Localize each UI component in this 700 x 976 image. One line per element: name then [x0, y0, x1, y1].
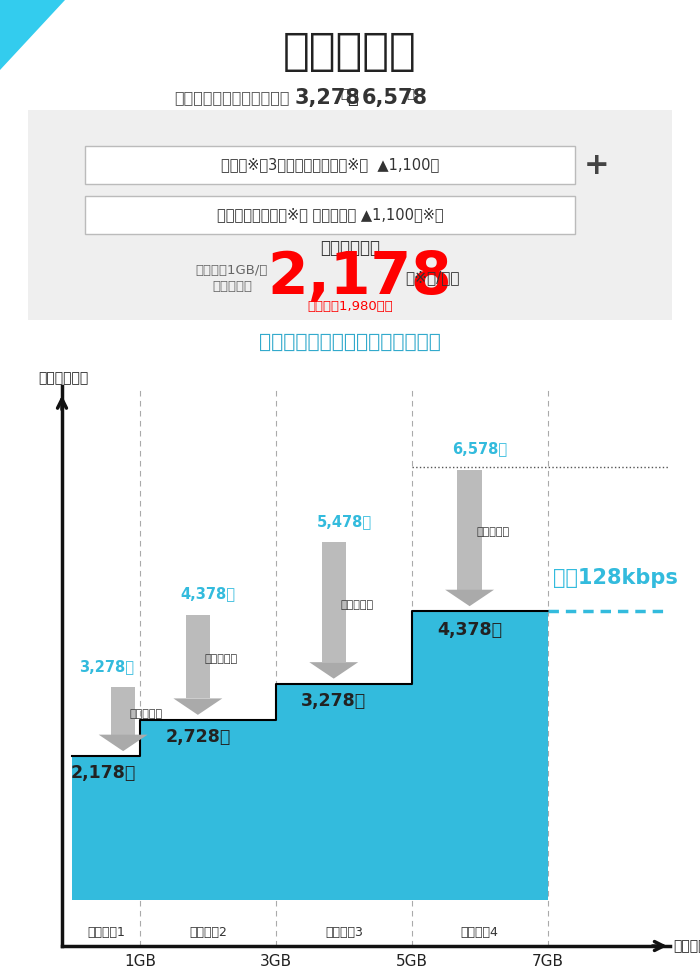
Text: ステップ1: ステップ1	[88, 926, 125, 939]
Text: ドコモ光セット割※４ 割引なし～ ▲1,100円※５: ドコモ光セット割※４ 割引なし～ ▲1,100円※５	[217, 208, 443, 223]
Bar	[186, 615, 210, 699]
Text: 最大128kbps: 最大128kbps	[553, 568, 678, 589]
Text: +: +	[584, 150, 610, 180]
Bar	[111, 687, 135, 735]
Text: ステップ3: ステップ3	[325, 926, 363, 939]
Polygon shape	[445, 590, 494, 606]
Text: 6,578円: 6,578円	[452, 441, 507, 457]
Text: 3,278円: 3,278円	[78, 659, 134, 674]
FancyBboxPatch shape	[85, 196, 575, 234]
Text: 4,378円: 4,378円	[181, 587, 236, 601]
Text: ステップ4: ステップ4	[461, 926, 498, 939]
Text: 円: 円	[340, 88, 348, 101]
Text: 【データ量】: 【データ量】	[673, 939, 700, 953]
Polygon shape	[0, 0, 65, 70]
Text: 3,278円: 3,278円	[301, 692, 366, 710]
Text: 2,178: 2,178	[267, 250, 452, 306]
Text: 4,378円: 4,378円	[437, 622, 502, 639]
Polygon shape	[99, 735, 148, 752]
Text: 3,278: 3,278	[295, 88, 361, 108]
Text: ご家族※２3回線以上がドコモ※３  ▲1,100円: ご家族※２3回線以上がドコモ※３ ▲1,100円	[221, 157, 439, 173]
Text: 2,728円: 2,728円	[165, 728, 230, 746]
Polygon shape	[309, 662, 358, 678]
FancyBboxPatch shape	[85, 146, 575, 184]
Text: 【月額料金】: 【月額料金】	[38, 371, 88, 385]
Text: 割引適用後: 割引適用後	[204, 654, 238, 665]
Text: 適用後の料金: 適用後の料金	[320, 239, 380, 257]
Bar	[140, 720, 276, 900]
Text: 6,578: 6,578	[362, 88, 428, 108]
Text: 以下の場合: 以下の場合	[212, 279, 252, 293]
Text: ギガライト: ギガライト	[283, 30, 417, 73]
Text: ～: ～	[347, 89, 358, 107]
Text: 割引適用後: 割引適用後	[477, 527, 510, 538]
Text: データ量1GB/月: データ量1GB/月	[196, 264, 268, 276]
Bar	[28, 110, 672, 320]
Bar	[72, 756, 140, 900]
Text: 円※６/月～: 円※６/月～	[405, 270, 459, 286]
Text: 割引適用後: 割引適用後	[340, 600, 374, 610]
Text: （税抜：1,980円）: （税抜：1,980円）	[307, 300, 393, 312]
Bar	[321, 543, 346, 662]
Bar	[276, 684, 412, 900]
Text: 使った分に応じて支払えるプラン: 使った分に応じて支払えるプラン	[259, 333, 441, 351]
Text: 割引適用後: 割引適用後	[130, 709, 163, 718]
Bar	[457, 469, 482, 590]
Text: ステップ2: ステップ2	[189, 926, 227, 939]
Text: 円: 円	[406, 88, 414, 101]
Text: 5,478円: 5,478円	[316, 514, 372, 529]
Bar	[412, 611, 547, 900]
Text: 月額料金（定期契約あり）: 月額料金（定期契約あり）	[174, 91, 290, 105]
Text: 2,178円: 2,178円	[70, 764, 135, 783]
Polygon shape	[174, 699, 223, 714]
